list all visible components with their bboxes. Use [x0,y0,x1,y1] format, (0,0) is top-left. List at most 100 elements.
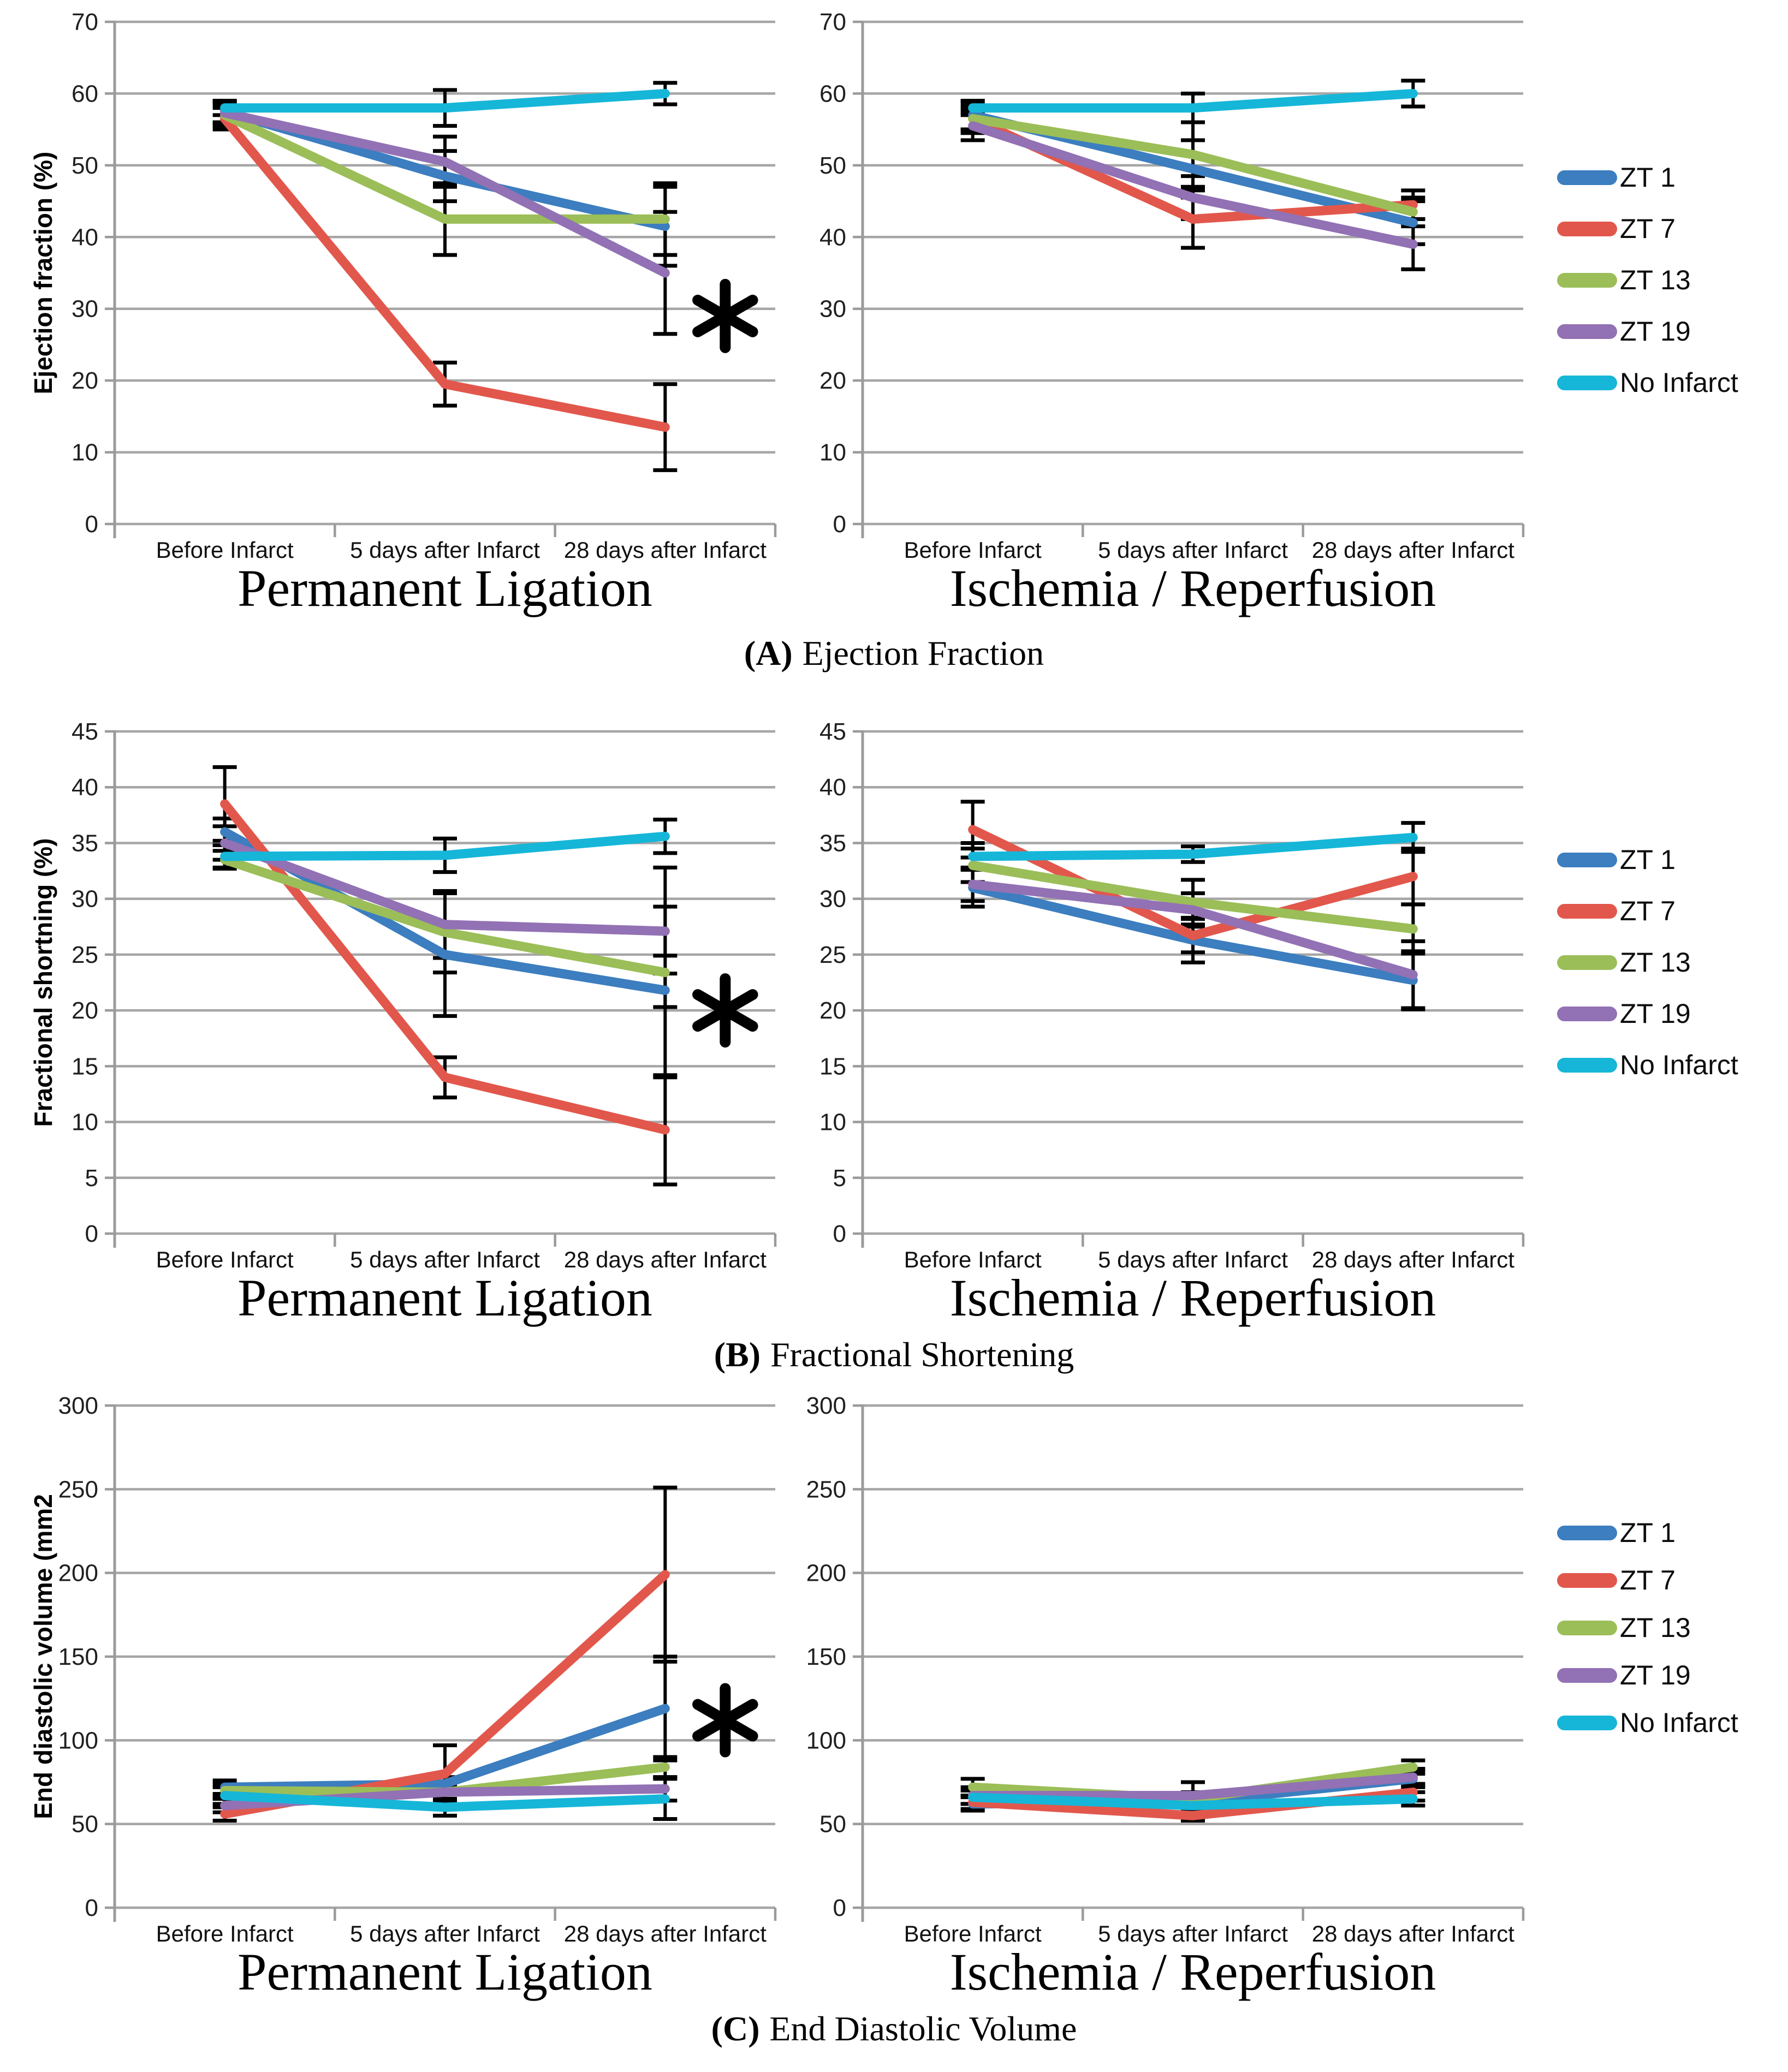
gridlines [853,20,1523,526]
y-tick-label: 15 [72,1053,98,1080]
y-tick-label: 60 [72,80,98,107]
asterisk-arm [692,989,758,1032]
legend-label: No Infarct [1620,1050,1738,1080]
x-category-labels: Before Infarct 5 days after Infarct 28 day… [904,537,1515,563]
x-category-label: 5 days after Infarct [1098,1921,1288,1946]
legend-label: ZT 1 [1620,1517,1676,1548]
x-category-label: 5 days after Infarct [1098,537,1288,563]
panel-caption-c: (C) End Diastolic Volume [0,2009,1788,2049]
x-category-labels: Before Infarct 5 days after Infarct 28 day… [156,1247,767,1272]
x-category-label: 5 days after Infarct [350,1921,540,1946]
legend-label: ZT 19 [1620,1660,1691,1690]
legend-item-zt-19: ZT 19 [1557,1660,1738,1690]
x-category-labels: Before Infarct 5 days after Infarct 28 day… [156,1921,767,1946]
asterisk-arm [692,294,758,337]
legend-swatch-icon [1557,221,1617,236]
legend-item-zt-7: ZT 7 [1557,213,1738,244]
caption-text: Ejection Fraction [802,634,1044,672]
y-tick-label: 30 [819,296,846,323]
y-tick-label: 0 [833,1895,846,1921]
series-line-zt-19 [968,121,1418,249]
y-tick-labels: 0 50 100 150 200 250 300 [58,1392,98,1921]
legend-item-zt-13: ZT 13 [1557,1612,1738,1643]
y-tick-label: 5 [833,1165,846,1192]
chart-title: Ischemia / Reperfusion [950,1269,1436,1327]
chart-title: Ischemia / Reperfusion [950,559,1436,617]
y-tick-labels: 0 5 10 15 20 25 30 35 40 45 [72,718,98,1247]
gridlines [853,1404,1523,1909]
y-tick-label: 45 [819,718,846,745]
legend-label: ZT 1 [1620,844,1676,875]
x-category-label: Before Infarct [904,1247,1042,1272]
caption-text: Fractional Shortening [770,1335,1074,1374]
legend-swatch-icon [1557,1006,1617,1021]
legend-item-zt-7: ZT 7 [1557,896,1738,926]
caption-paren-close: ) [748,2009,760,2048]
caption-paren-close: ) [749,1335,761,1374]
y-tick-labels: 0 50 100 150 200 250 300 [806,1392,846,1921]
legend-swatch-icon [1557,1715,1617,1730]
caption-text: End Diastolic Volume [769,2009,1077,2048]
y-tick-label: 300 [806,1392,846,1419]
legend-swatch-icon [1557,852,1617,867]
y-tick-label: 0 [833,511,846,538]
caption-letter: B [726,1335,749,1374]
y-tick-label: 5 [85,1165,98,1192]
legend-item-no-infarct: No Infarct [1557,367,1738,398]
legend-swatch-icon [1557,903,1617,919]
legend-label: ZT 1 [1620,162,1676,193]
y-tick-label: 30 [72,296,98,323]
panel-caption-b: (B) Fractional Shortening [0,1335,1788,1375]
gridlines [853,730,1523,1235]
series-line-zt-7 [968,825,1418,940]
legend-panel-c: ZT 1 ZT 7 ZT 13 ZT 19 No Infarct [1557,1517,1738,1738]
y-tick-label: 20 [819,367,846,394]
y-tick-label: 10 [819,439,846,466]
series-line-no-infarct [220,831,670,861]
series-line-zt-19 [968,879,1418,980]
x-category-label: 5 days after Infarct [350,537,540,563]
y-tick-label: 50 [72,1811,98,1838]
legend-swatch-icon [1557,272,1617,288]
y-tick-label: 20 [819,997,846,1024]
y-tick-label: 20 [72,367,98,394]
y-tick-label: 0 [85,1220,98,1247]
y-tick-label: 10 [72,439,98,466]
y-tick-label: 300 [58,1392,98,1419]
legend-label: No Infarct [1620,1707,1738,1738]
x-category-label: 28 days after Infarct [1312,537,1515,563]
series-line-no-infarct [968,1793,1418,1811]
legend-item-zt-1: ZT 1 [1557,1517,1738,1548]
legend-panel-b: ZT 1 ZT 7 ZT 13 ZT 19 No Infarct [1557,844,1738,1080]
legend-label: ZT 19 [1620,316,1691,347]
x-category-label: Before Infarct [156,1247,294,1272]
x-category-label: Before Infarct [156,1921,294,1946]
y-tick-label: 45 [72,718,98,745]
series-line-zt-1 [220,1704,670,1792]
chart-ejection-fraction-permanent-ligation: 0 10 20 30 40 50 60 70 Before Infarct 5 days afte… [29,9,777,617]
x-category-label: 5 days after Infarct [350,1247,540,1272]
caption-letter: A [756,634,781,672]
y-axis-title: Fractional shortning (%) [29,838,57,1127]
y-tick-label: 10 [72,1109,98,1136]
series-line-zt-7 [220,114,670,432]
series-line-no-infarct [968,88,1418,113]
legend-label: ZT 13 [1620,1612,1691,1643]
x-category-labels: Before Infarct 5 days after Infarct 28 day… [156,537,767,563]
y-tick-label: 150 [806,1644,846,1670]
y-tick-label: 50 [819,152,846,179]
x-category-label: 5 days after Infarct [1098,1247,1288,1272]
y-tick-label: 25 [72,942,98,968]
y-tick-label: 250 [58,1476,98,1503]
y-tick-label: 0 [833,1220,846,1247]
legend-label: ZT 19 [1620,998,1691,1029]
legend-swatch-icon [1557,375,1617,390]
y-tick-label: 10 [819,1109,846,1136]
x-category-label: 28 days after Infarct [1312,1921,1515,1946]
caption-paren-open: ( [744,634,756,672]
series-line-zt-13 [220,110,670,224]
y-tick-label: 40 [72,774,98,801]
significance-asterisk [692,278,758,353]
y-tick-label: 50 [819,1811,846,1838]
caption-paren-open: ( [714,1335,726,1374]
